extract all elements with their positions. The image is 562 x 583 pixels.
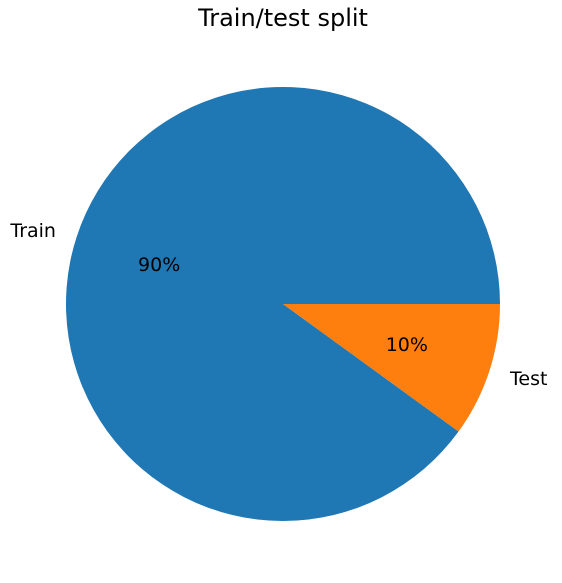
pie-slice-test [283, 304, 500, 432]
pie-labels: Train 90% Test 10% [9, 220, 547, 390]
chart-title: Train/test split [197, 4, 368, 32]
slice-percent-train: 90% [138, 254, 180, 276]
slice-label-train: Train [9, 220, 56, 242]
pie-slice-train [65, 86, 500, 522]
slice-label-test: Test [509, 368, 547, 390]
slice-percent-test: 10% [386, 334, 428, 356]
pie-slices [65, 86, 500, 522]
